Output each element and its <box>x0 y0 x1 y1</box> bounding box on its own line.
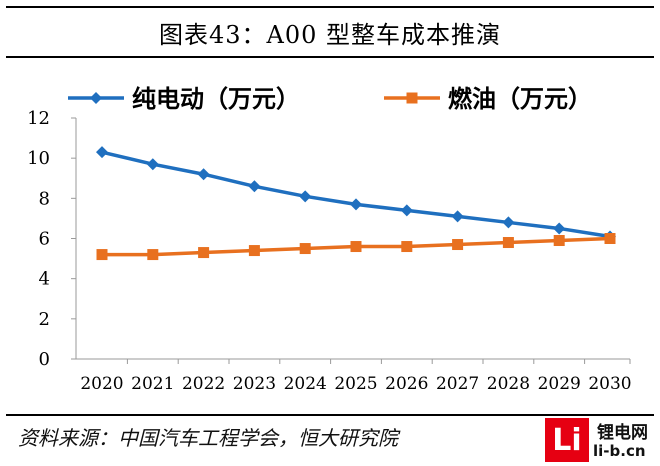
data-point <box>350 241 362 253</box>
legend: 纯电动（万元） 燃油（万元） <box>68 84 592 113</box>
footer-divider <box>6 414 654 416</box>
x-tick-label: 2020 <box>80 374 123 394</box>
logo: Li 锂电网 li-b.cn <box>545 418 660 466</box>
chart-title: 图表43：A00 型整车成本推演 <box>6 6 654 58</box>
x-tick-label: 2025 <box>334 374 377 394</box>
data-point <box>146 158 159 171</box>
legend-swatch-marker <box>90 92 102 104</box>
data-point <box>553 235 565 247</box>
legend-swatch-marker <box>406 92 418 104</box>
logo-name: 锂电网 <box>597 423 648 443</box>
data-point <box>248 180 261 193</box>
x-tick-label: 2029 <box>538 374 581 394</box>
data-point <box>553 222 566 235</box>
x-tick-label: 2030 <box>588 374 631 394</box>
legend-item-1: 燃油（万元） <box>384 84 592 113</box>
legend-label: 燃油（万元） <box>448 84 592 113</box>
x-tick-label: 2027 <box>436 374 479 394</box>
x-tick-label: 2021 <box>131 374 174 394</box>
legend-item-0: 纯电动（万元） <box>68 84 300 113</box>
data-point <box>147 249 159 261</box>
y-tick-label: 10 <box>27 148 50 169</box>
x-tick-label: 2028 <box>487 374 530 394</box>
data-point <box>502 237 514 249</box>
y-tick-label: 0 <box>39 349 50 370</box>
axes: 0 2 4 6 8 10 12 2020 2021 2022 2023 2024 2025 2026 202… <box>27 108 632 394</box>
series-1 <box>96 233 616 261</box>
data-point <box>197 168 210 181</box>
y-tick-label: 12 <box>27 108 50 129</box>
logo-url: li-b.cn <box>593 442 646 460</box>
data-point <box>299 243 311 255</box>
y-tick-label: 2 <box>39 309 50 330</box>
logo-mark: Li <box>545 418 589 462</box>
y-tick-label: 4 <box>39 269 50 290</box>
source-note: 资料来源：中国汽车工程学会，恒大研究院 <box>18 426 398 450</box>
x-tick-label: 2022 <box>182 374 225 394</box>
data-point <box>350 198 362 211</box>
x-tick-label: 2026 <box>385 374 428 394</box>
series-line <box>101 150 611 239</box>
x-tick-label: 2023 <box>233 374 276 394</box>
data-point <box>198 247 210 259</box>
y-tick-label: 8 <box>39 188 50 209</box>
data-point <box>96 249 108 261</box>
data-point <box>401 241 413 253</box>
data-point <box>502 216 515 229</box>
series-0 <box>96 146 616 243</box>
data-point <box>299 190 312 203</box>
data-point <box>248 245 260 257</box>
data-point <box>451 210 464 223</box>
x-tick-label: 2024 <box>284 374 327 394</box>
series-group <box>96 146 616 261</box>
legend-label: 纯电动（万元） <box>132 84 300 113</box>
data-point <box>452 239 464 251</box>
data-point <box>400 204 413 217</box>
data-point <box>96 146 108 159</box>
y-tick-label: 6 <box>39 229 50 250</box>
data-point <box>604 233 616 244</box>
